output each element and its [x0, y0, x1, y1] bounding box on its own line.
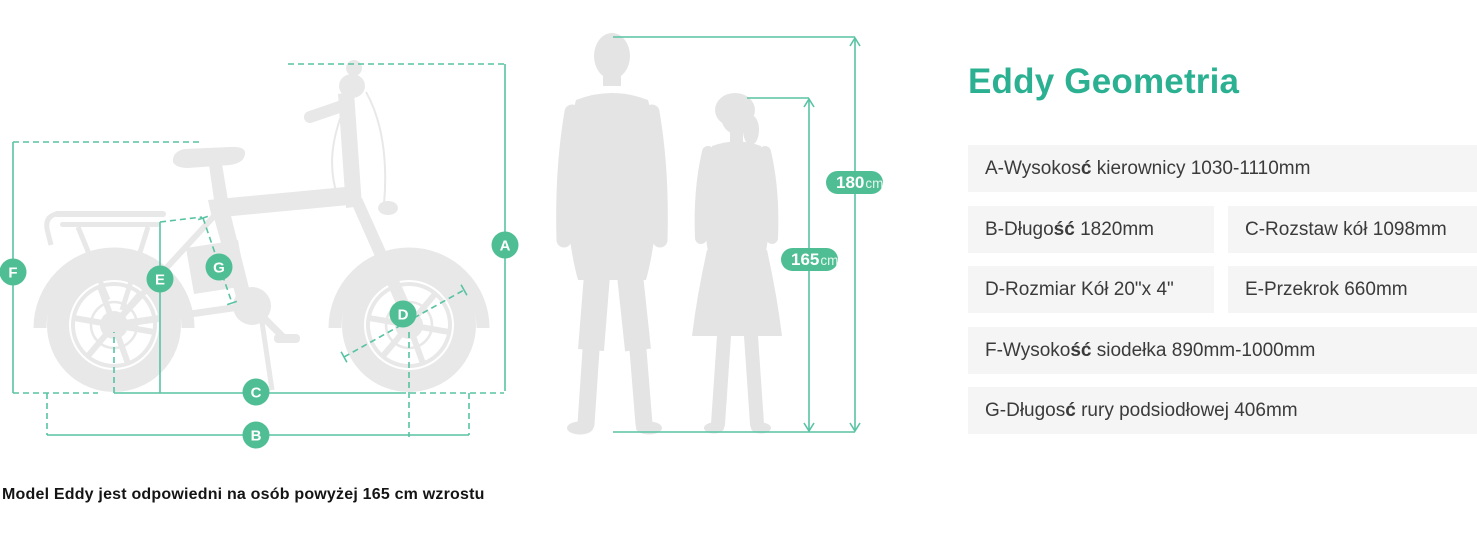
svg-text:165cm: 165cm	[791, 250, 838, 269]
marker-d: D	[389, 300, 417, 328]
svg-text:F: F	[8, 265, 17, 282]
spec-text-f: F-Wysokość siodełka 890mm-1000mm	[985, 339, 1316, 361]
marker-a: A	[491, 231, 519, 259]
head-tube	[338, 92, 362, 208]
spec-panel: Eddy Geometria A-Wysokosć kierownicy 103…	[968, 0, 1477, 556]
page-title: Eddy Geometria	[968, 62, 1240, 101]
spec-row-b: B-Długość 1820mm	[968, 206, 1214, 253]
female-silhouette	[692, 93, 782, 434]
svg-text:G: G	[213, 260, 225, 277]
frame-tube	[208, 186, 359, 218]
spec-text-g: G-Długosć rury podsiodłowej 406mm	[985, 399, 1298, 421]
height-badge-180: 180cm	[826, 171, 883, 194]
handlebar	[304, 99, 351, 123]
marker-e: E	[146, 265, 174, 293]
spec-row-c: C-Rozstaw kół 1098mm	[1228, 206, 1477, 253]
svg-text:C: C	[251, 385, 262, 402]
headlight	[378, 201, 398, 215]
geometry-diagram: A F E G D C B	[0, 33, 883, 449]
spec-text-a: A-Wysokosć kierownicy 1030-1110mm	[985, 157, 1311, 179]
spec-row-d: D-Rozmiar Kół 20"x 4"	[968, 266, 1214, 313]
spec-row-f: F-Wysokość siodełka 890mm-1000mm	[968, 327, 1477, 374]
svg-text:B: B	[251, 428, 262, 445]
svg-text:A: A	[500, 238, 511, 255]
dimension-markers: A F E G D C B	[0, 231, 519, 449]
bike-silhouette	[33, 60, 490, 392]
svg-text:D: D	[398, 307, 409, 324]
spec-text-c: C-Rozstaw kół 1098mm	[1245, 218, 1447, 240]
svg-text:180cm: 180cm	[836, 173, 883, 192]
fit-note: Model Eddy jest odpowiedni na osób powyż…	[2, 486, 485, 503]
male-silhouette	[556, 33, 668, 435]
spec-table: A-Wysokosć kierownicy 1030-1110mm B-Dług…	[968, 145, 1477, 445]
spec-text-b: B-Długość 1820mm	[985, 218, 1154, 240]
pedal	[274, 334, 300, 343]
spec-row-a: A-Wysokosć kierownicy 1030-1110mm	[968, 145, 1477, 192]
height-measure-lines	[613, 36, 861, 433]
saddle	[172, 146, 246, 168]
front-fender	[328, 247, 490, 329]
display	[339, 74, 365, 98]
spec-text-e: E-Przekrok 660mm	[1245, 278, 1408, 300]
kickstand	[259, 321, 275, 391]
dimension-lines	[12, 63, 506, 437]
marker-f: F	[0, 258, 27, 286]
marker-c: C	[242, 378, 270, 406]
spec-text-d: D-Rozmiar Kół 20"x 4"	[985, 278, 1174, 300]
rear-fender	[33, 247, 195, 329]
marker-g: G	[205, 253, 233, 281]
height-badge-165: 165cm	[781, 248, 838, 271]
rear-rack	[54, 211, 166, 217]
svg-text:E: E	[155, 272, 165, 289]
spec-row-g: G-Długosć rury podsiodłowej 406mm	[968, 387, 1477, 434]
spec-row-e: E-Przekrok 660mm	[1228, 266, 1477, 313]
marker-b: B	[242, 421, 270, 449]
